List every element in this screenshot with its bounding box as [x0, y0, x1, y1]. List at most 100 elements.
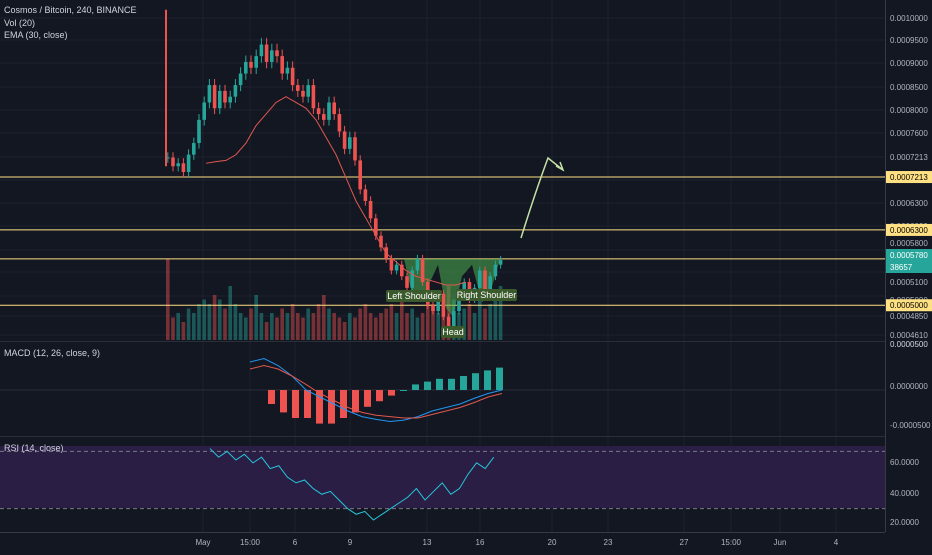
- candle-body: [379, 235, 383, 248]
- volume-bar: [467, 304, 472, 340]
- macd-tick-label: 0.0000500: [890, 340, 928, 349]
- volume-tag: 38657: [890, 263, 913, 272]
- volume-bar: [233, 304, 238, 340]
- candle-body: [348, 137, 352, 149]
- candle-body: [322, 114, 326, 120]
- macd-histogram-bar: [448, 378, 455, 390]
- candle-body: [452, 311, 456, 329]
- volume-bar: [405, 313, 409, 340]
- time-scale[interactable]: [0, 532, 885, 551]
- candle-body: [493, 264, 498, 277]
- ema-line: [205, 96, 467, 286]
- volume-bar: [197, 304, 201, 340]
- macd-histogram-bar: [340, 390, 347, 418]
- volume-bar: [259, 313, 264, 340]
- macd-tick-label: -0.0000500: [890, 421, 931, 430]
- ema-legend[interactable]: EMA (30, close): [4, 30, 68, 40]
- macd-histogram-bar: [436, 378, 443, 390]
- volume-bar: [498, 286, 503, 340]
- candle-body: [441, 293, 446, 317]
- price-tag-6300-bg: [886, 223, 932, 236]
- volume-bar: [368, 313, 373, 340]
- rsi-legend[interactable]: RSI (14, close): [4, 443, 64, 453]
- candle-body: [166, 157, 170, 159]
- candle-body: [285, 67, 290, 74]
- volume-bar: [254, 295, 258, 340]
- price-tick-label: 0.0008500: [890, 83, 928, 92]
- volume-bar: [353, 317, 357, 340]
- price-tag-last-bg: [886, 249, 932, 261]
- volume-bar: [249, 308, 253, 340]
- candle-body: [415, 258, 420, 271]
- candle-body: [342, 131, 347, 149]
- macd-legend[interactable]: MACD (12, 26, close, 9): [4, 348, 101, 358]
- candle-body: [218, 90, 222, 109]
- macd-histogram-bar: [412, 384, 419, 390]
- volume-bar: [431, 304, 435, 340]
- macd-histogram-bar: [268, 390, 275, 404]
- projection-arrowhead: [555, 161, 565, 172]
- price-tick-label: 0.0009000: [890, 59, 928, 68]
- candle-body: [488, 276, 492, 294]
- volume-bar: [384, 308, 388, 340]
- candle-body: [316, 108, 321, 115]
- candle-body: [436, 293, 440, 312]
- volume-bar: [332, 313, 336, 340]
- volume-bar: [301, 317, 305, 340]
- candle-body: [233, 85, 238, 97]
- volume-bar: [441, 308, 446, 340]
- price-tick-label: 0.0004850: [890, 312, 928, 321]
- candle-body: [264, 44, 269, 62]
- candle-body: [368, 200, 373, 219]
- volume-bar: [228, 286, 232, 340]
- volume-bar: [290, 304, 295, 340]
- inverse-head-shoulders-pattern: [404, 258, 500, 317]
- head-label: Head: [442, 327, 464, 337]
- price-tick-label: 0.0010000: [890, 14, 928, 23]
- price-scale[interactable]: [885, 0, 932, 532]
- volume-bar: [488, 304, 492, 340]
- macd-histogram-bar: [400, 390, 407, 391]
- candle-body: [389, 258, 394, 271]
- candle-body: [212, 85, 217, 109]
- pane-divider-rsi[interactable]: [0, 436, 885, 437]
- volume-bar: [218, 299, 222, 340]
- symbol-legend[interactable]: Cosmos / Bitcoin, 240, BINANCE: [4, 5, 137, 15]
- macd-histogram-bar: [328, 390, 335, 424]
- right-shoulder-label-bg: [456, 289, 517, 301]
- candle-body: [275, 50, 279, 57]
- volume-bar: [478, 299, 482, 340]
- macd-histogram-bar: [280, 390, 287, 413]
- rsi-tick-label: 60.0000: [890, 458, 919, 467]
- price-tick-label: 0.0006300: [890, 199, 928, 208]
- time-tick-label: 15:00: [721, 538, 742, 547]
- candle-body: [270, 50, 274, 62]
- candle-body: [254, 56, 258, 68]
- volume-bar: [493, 295, 498, 340]
- candle-body: [171, 157, 175, 167]
- volume-bar: [379, 313, 383, 340]
- rsi-tick-label: 40.0000: [890, 489, 919, 498]
- time-tick-label: 6: [293, 538, 298, 547]
- macd-histogram-bar: [304, 390, 311, 418]
- volume-bar: [322, 295, 326, 340]
- macd-histogram-bar: [460, 376, 467, 390]
- volume-bar: [426, 295, 430, 340]
- price-tag-6300: 0.0006300: [890, 226, 928, 235]
- volume-bar: [327, 308, 331, 340]
- candle-body: [358, 160, 362, 190]
- candle-body: [431, 305, 435, 312]
- volume-bar: [363, 304, 368, 340]
- pane-divider-macd[interactable]: [0, 341, 885, 342]
- candle-body: [223, 90, 227, 103]
- volume-bar: [181, 322, 186, 340]
- candle-body: [420, 258, 425, 283]
- candle-body: [259, 44, 264, 57]
- volume-legend[interactable]: Vol (20): [4, 18, 36, 28]
- candle-body: [353, 137, 357, 161]
- volume-bar: [192, 313, 196, 340]
- volume-bar: [275, 317, 279, 340]
- candle-body: [290, 67, 295, 86]
